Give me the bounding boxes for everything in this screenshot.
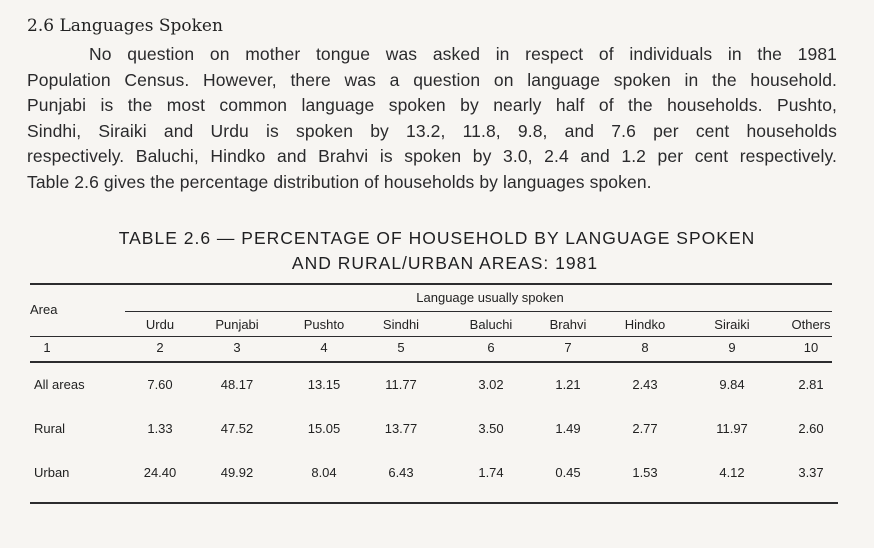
row-label-urban: Urban (34, 465, 70, 480)
table-cell: 2.77 (632, 421, 658, 436)
paragraph-line: Punjabi is the most common language spok… (27, 95, 837, 115)
column-header-siraiki: Siraiki (714, 317, 750, 332)
column-header-hindko: Hindko (624, 317, 666, 332)
table-cell: 3.50 (478, 421, 504, 436)
paragraph-line: respectively. Baluchi, Hindko and Brahvi… (27, 146, 837, 166)
paragraph-line: No question on mother tongue was asked i… (89, 44, 837, 64)
table-cell: 0.45 (555, 465, 581, 480)
table-cell: 8.04 (311, 465, 337, 480)
table-cell: 13.77 (384, 421, 418, 436)
column-header-brahvi: Brahvi (549, 317, 587, 332)
table-title-line-1: TABLE 2.6 — PERCENTAGE OF HOUSEHOLD BY L… (118, 228, 756, 248)
table-cell: 7.60 (147, 377, 173, 392)
table-cell: 13.15 (307, 377, 341, 392)
table-cell: 11.97 (716, 421, 748, 436)
column-header-others: Others (791, 317, 831, 332)
row-label-all-areas: All areas (34, 377, 85, 392)
table-cell: 3.37 (798, 465, 824, 480)
table-cell: 2.81 (798, 377, 824, 392)
column-header-urdu: Urdu (145, 317, 175, 332)
group-header-rule (125, 311, 832, 312)
table-cell: 2.43 (632, 377, 658, 392)
column-number: 3 (233, 340, 241, 355)
column-number: 10 (803, 340, 819, 355)
table-cell: 1.53 (632, 465, 658, 480)
column-number: 8 (641, 340, 649, 355)
table-cell: 9.84 (719, 377, 745, 392)
header-rule (30, 336, 832, 337)
numbers-rule (30, 361, 832, 363)
table-title-line-2: AND RURAL/URBAN AREAS: 1981 (291, 253, 599, 273)
table-cell: 6.43 (388, 465, 414, 480)
paragraph-line: Table 2.6 gives the percentage distribut… (27, 171, 652, 192)
column-number: 5 (397, 340, 405, 355)
table-cell: 4.12 (719, 465, 745, 480)
column-number: 6 (487, 340, 495, 355)
table-cell: 15.05 (307, 421, 341, 436)
section-heading: 2.6 Languages Spoken (27, 16, 223, 36)
table-cell: 47.52 (220, 421, 254, 436)
column-number: 4 (320, 340, 328, 355)
column-number: 1 (43, 340, 51, 355)
table-top-rule (30, 283, 832, 285)
table-cell: 11.77 (385, 377, 417, 392)
column-header-pushto: Pushto (303, 317, 345, 332)
column-number: 7 (564, 340, 572, 355)
table-cell: 1.49 (555, 421, 581, 436)
column-header-sindhi: Sindhi (382, 317, 420, 332)
table-cell: 1.33 (147, 421, 173, 436)
table-cell: 49.92 (220, 465, 254, 480)
table-cell: 48.17 (220, 377, 254, 392)
section-paragraph: No question on mother tongue was asked i… (27, 42, 837, 195)
table-cell: 1.21 (555, 377, 581, 392)
group-header: Language usually spoken (416, 290, 564, 305)
paragraph-line: Sindhi, Siraiki and Urdu is spoken by 13… (27, 120, 837, 141)
column-header-punjabi: Punjabi (215, 317, 259, 332)
column-number: 9 (728, 340, 736, 355)
row-label-rural: Rural (34, 421, 66, 436)
table-cell: 2.60 (798, 421, 824, 436)
table-cell: 24.40 (143, 465, 177, 480)
table-cell: 1.74 (478, 465, 504, 480)
paragraph-line: Population Census. However, there was a … (27, 69, 837, 90)
column-number: 2 (156, 340, 164, 355)
column-header-baluchi: Baluchi (469, 317, 513, 332)
area-header: Area (30, 302, 58, 317)
table-cell: 3.02 (478, 377, 504, 392)
table-bottom-rule (30, 502, 838, 504)
